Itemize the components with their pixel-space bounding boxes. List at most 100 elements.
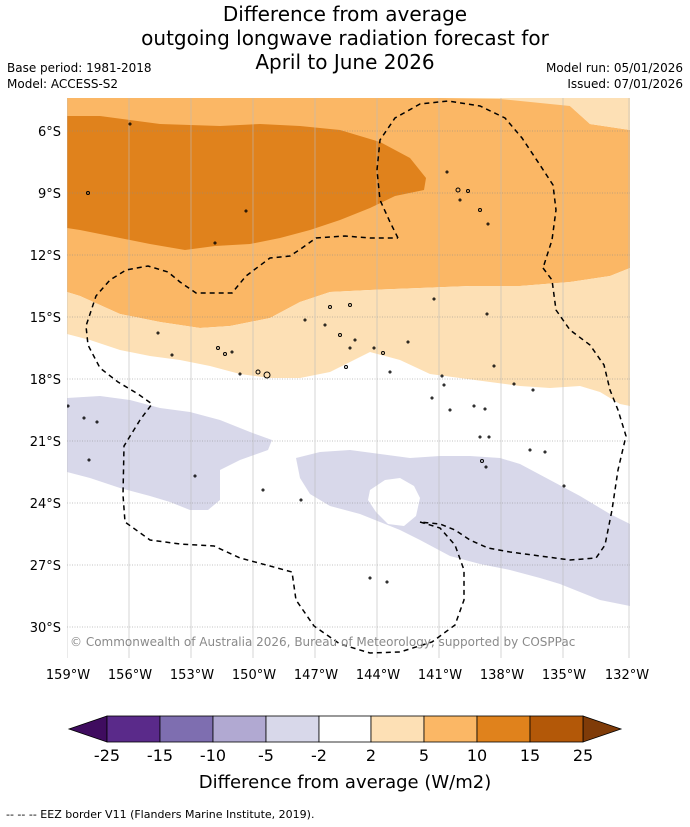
lon-label: 153°W bbox=[170, 668, 214, 683]
lat-label: 24°S bbox=[30, 497, 61, 512]
lon-label: 144°W bbox=[356, 668, 400, 683]
lat-label: 18°S bbox=[30, 373, 61, 388]
island bbox=[348, 303, 352, 307]
colorbar-tick: -2 bbox=[311, 746, 327, 765]
island bbox=[323, 323, 327, 327]
island bbox=[486, 222, 490, 226]
island bbox=[368, 576, 372, 580]
island bbox=[466, 189, 470, 193]
title-line-1: Difference from average bbox=[222, 2, 468, 26]
lon-label: 132°W bbox=[605, 668, 649, 683]
island bbox=[483, 407, 487, 411]
anomaly-region-minus2-to-minus5-west bbox=[67, 396, 272, 510]
island bbox=[388, 370, 392, 374]
lon-label: 141°W bbox=[418, 668, 462, 683]
island bbox=[484, 465, 488, 469]
island bbox=[432, 297, 436, 301]
island bbox=[472, 404, 476, 408]
footer-note: -- -- -- EEZ border V11 (Flanders Marine… bbox=[6, 808, 315, 821]
island bbox=[255, 369, 261, 375]
lat-label: 6°S bbox=[38, 125, 61, 140]
island bbox=[328, 305, 332, 309]
island bbox=[562, 484, 566, 488]
lat-labels: 6°S 9°S 12°S 15°S 18°S 21°S 24°S 27°S 30… bbox=[30, 125, 61, 636]
lon-label: 150°W bbox=[232, 668, 276, 683]
lat-label: 15°S bbox=[30, 311, 61, 326]
island bbox=[230, 350, 234, 354]
meta-right: Model run: 05/01/2026 Issued: 07/01/2026 bbox=[546, 60, 683, 92]
island bbox=[448, 408, 452, 412]
colorbar-tick: 15 bbox=[520, 746, 540, 765]
colorbar-segment bbox=[265, 715, 320, 743]
colorbar-segment bbox=[212, 715, 267, 743]
island bbox=[244, 209, 248, 213]
model-text: Model: ACCESS-S2 bbox=[7, 77, 119, 91]
lon-label: 156°W bbox=[108, 668, 152, 683]
colorbar-max-extension bbox=[582, 715, 623, 743]
island bbox=[86, 191, 90, 195]
colorbar-tick: -25 bbox=[94, 746, 120, 765]
issued-text: Issued: 07/01/2026 bbox=[567, 77, 683, 91]
colorbar-segment bbox=[529, 715, 584, 743]
island bbox=[87, 458, 91, 462]
lon-label: 135°W bbox=[542, 668, 586, 683]
island bbox=[216, 346, 220, 350]
graticule bbox=[67, 98, 630, 658]
colorbar-label: Difference from average (W/m2) bbox=[199, 772, 491, 793]
island bbox=[442, 383, 446, 387]
island bbox=[440, 374, 444, 378]
island bbox=[512, 382, 516, 386]
colorbar-tick: 10 bbox=[467, 746, 487, 765]
island bbox=[492, 364, 496, 368]
neutral-hole bbox=[368, 478, 420, 526]
colorbar-segment bbox=[159, 715, 214, 743]
map-area: © Commonwealth of Australia 2026, Bureau… bbox=[67, 98, 630, 658]
colorbar-tick: 25 bbox=[573, 746, 593, 765]
lon-labels: 159°W 156°W 153°W 150°W 147°W 144°W 141°… bbox=[46, 668, 649, 683]
colorbar-tick: -15 bbox=[147, 746, 173, 765]
title-line-3: April to June 2026 bbox=[255, 50, 435, 74]
island bbox=[67, 404, 70, 408]
chart-title: Difference from average outgoing longwav… bbox=[0, 2, 690, 74]
colorbar-tick: 5 bbox=[419, 746, 429, 765]
island bbox=[430, 396, 434, 400]
island bbox=[348, 346, 352, 350]
base-period-text: Base period: 1981-2018 bbox=[7, 61, 152, 75]
island bbox=[455, 187, 461, 193]
colorbar-tick: -5 bbox=[258, 746, 274, 765]
model-run-text: Model run: 05/01/2026 bbox=[545, 61, 683, 75]
lat-label: 12°S bbox=[30, 249, 61, 264]
island bbox=[223, 352, 227, 356]
anomaly-region-2-to-5-north bbox=[384, 98, 630, 130]
island bbox=[543, 450, 547, 454]
colorbar-segment bbox=[370, 715, 425, 743]
islands bbox=[67, 122, 566, 584]
island bbox=[338, 333, 342, 337]
lat-label: 21°S bbox=[30, 435, 61, 450]
island bbox=[193, 474, 197, 478]
colorbar-segment bbox=[318, 715, 372, 743]
island bbox=[385, 580, 389, 584]
eez-border-french-polynesia bbox=[85, 235, 627, 654]
anomaly-region-2-to-5 bbox=[67, 268, 630, 406]
colorbar: -25 -15 -10 -5 -2 2 5 10 15 25 Differenc… bbox=[67, 715, 623, 793]
island bbox=[82, 416, 86, 420]
island bbox=[478, 208, 482, 212]
island bbox=[170, 353, 174, 357]
colorbar-tick: 2 bbox=[366, 746, 376, 765]
island bbox=[261, 488, 265, 492]
lat-label: 27°S bbox=[30, 559, 61, 574]
island bbox=[528, 448, 532, 452]
island bbox=[381, 351, 385, 355]
colorbar-segment bbox=[106, 715, 161, 743]
colorbar-segment bbox=[423, 715, 478, 743]
island bbox=[344, 365, 348, 369]
island bbox=[485, 312, 489, 316]
island bbox=[238, 372, 242, 376]
lon-label: 147°W bbox=[294, 668, 338, 683]
island bbox=[531, 388, 535, 392]
lat-label: 30°S bbox=[30, 621, 61, 636]
island bbox=[487, 435, 491, 439]
island bbox=[95, 420, 99, 424]
